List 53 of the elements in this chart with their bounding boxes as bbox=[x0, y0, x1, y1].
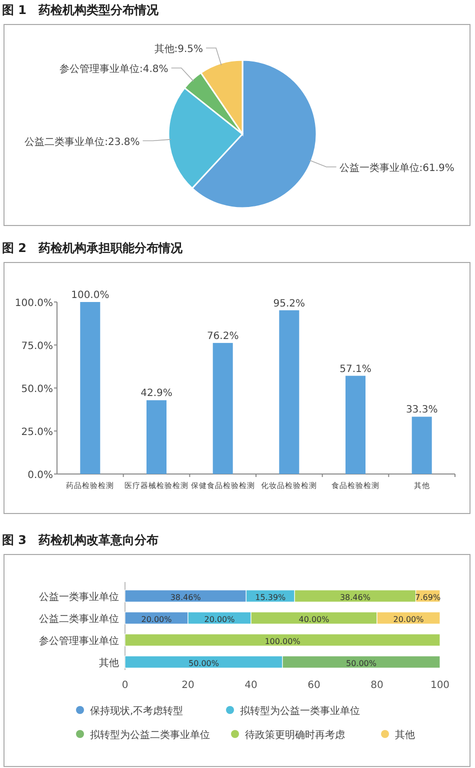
data-label: 95.2% bbox=[273, 298, 306, 310]
bar bbox=[124, 634, 440, 646]
data-label: :4.8% bbox=[140, 64, 168, 76]
y-tick-label: 其他 bbox=[99, 657, 119, 669]
y-tick-label: 25.0% bbox=[21, 427, 53, 438]
chart-title: 图 3 药检机构改革意向分布 bbox=[2, 532, 159, 549]
y-tick-label: 75.0% bbox=[21, 341, 53, 352]
x-tick-label: 0 bbox=[122, 680, 128, 691]
y-tick-label: 公益二类事业单位 bbox=[39, 613, 119, 625]
chart-title: 图 1 药检机构类型分布情况 bbox=[2, 2, 159, 19]
data-label: 33.3% bbox=[406, 404, 438, 416]
bar bbox=[80, 302, 100, 474]
bar bbox=[146, 400, 166, 474]
legend-label: 其他 bbox=[395, 729, 415, 741]
data-label: 100.00% bbox=[264, 637, 301, 646]
slice-label: 其他 bbox=[154, 42, 174, 55]
data-label: 38.46% bbox=[170, 593, 202, 602]
data-label: 40.00% bbox=[298, 615, 330, 624]
bar bbox=[412, 416, 432, 474]
data-label: 38.46% bbox=[340, 593, 371, 602]
data-label: 57.1% bbox=[340, 364, 372, 375]
bar bbox=[279, 310, 300, 474]
x-tick-label: 60 bbox=[308, 680, 320, 691]
y-tick-label: 参公管理事业单位 bbox=[39, 635, 119, 647]
data-label: :9.5% bbox=[174, 44, 204, 55]
x-tick-label: 40 bbox=[244, 680, 258, 691]
x-tick-label: 20 bbox=[182, 680, 194, 691]
data-label: 20.00% bbox=[141, 615, 172, 624]
data-label: 42.9% bbox=[140, 388, 172, 400]
y-tick-label: 公益一类事业单位 bbox=[39, 591, 119, 603]
y-tick-label: 50.0% bbox=[21, 384, 53, 395]
data-label: :23.8% bbox=[104, 136, 140, 148]
data-label: 20.00% bbox=[393, 615, 424, 624]
y-tick-label: 0.0% bbox=[28, 470, 53, 481]
chart-title: 图 2 药检机构承担职能分布情况 bbox=[2, 240, 183, 257]
data-label: 50.00% bbox=[188, 659, 220, 668]
y-tick-label: 100.0% bbox=[14, 298, 53, 309]
slice-label: 公益一类事业单位 bbox=[339, 162, 420, 174]
slice-label: 参公管理事业单位 bbox=[60, 63, 140, 76]
data-label: 20.00% bbox=[204, 615, 236, 624]
legend-label: 拟转型为公益一类事业单位 bbox=[240, 705, 360, 717]
bar bbox=[346, 376, 366, 474]
bar bbox=[212, 342, 233, 474]
legend-label: 待政策更明确时再考虑 bbox=[245, 729, 345, 741]
data-label: 100.0% bbox=[71, 290, 110, 301]
data-label: 50.00% bbox=[346, 659, 377, 668]
data-label: 76.2% bbox=[206, 330, 239, 342]
legend-label: 保持现状,不考虑转型 bbox=[90, 705, 184, 717]
data-label: :61.9% bbox=[419, 162, 454, 174]
legend-label: 拟转型为公益二类事业单位 bbox=[90, 729, 210, 741]
x-tick-label: 100 bbox=[430, 680, 450, 691]
x-tick-label: 80 bbox=[370, 680, 384, 691]
data-label: 15.39% bbox=[255, 593, 286, 602]
